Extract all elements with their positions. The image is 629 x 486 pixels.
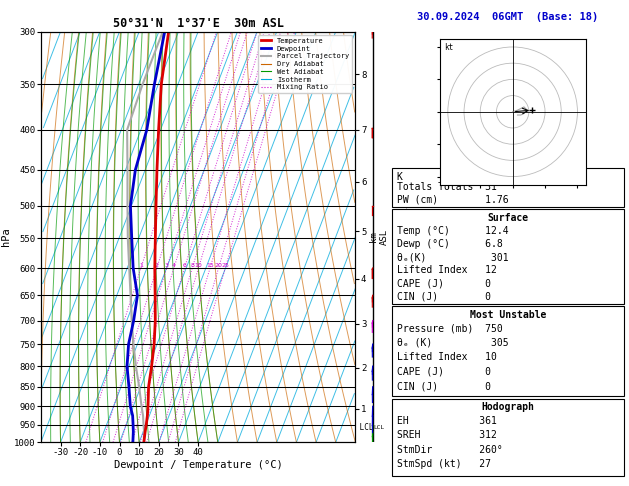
Text: 6: 6 — [182, 263, 186, 268]
Legend: Temperature, Dewpoint, Parcel Trajectory, Dry Adiabat, Wet Adiabat, Isotherm, Mi: Temperature, Dewpoint, Parcel Trajectory… — [258, 35, 352, 93]
Text: θₑ (K)          305: θₑ (K) 305 — [396, 338, 508, 348]
Text: Dewp (°C)      6.8: Dewp (°C) 6.8 — [396, 239, 503, 249]
Text: Most Unstable: Most Unstable — [470, 310, 546, 320]
Y-axis label: km
ASL: km ASL — [369, 229, 389, 245]
X-axis label: Dewpoint / Temperature (°C): Dewpoint / Temperature (°C) — [114, 460, 282, 469]
Text: Pressure (mb)  750: Pressure (mb) 750 — [396, 323, 503, 333]
Text: LCL: LCL — [355, 423, 374, 432]
Text: θₑ(K)           301: θₑ(K) 301 — [396, 252, 508, 262]
Text: 3: 3 — [165, 263, 169, 268]
Y-axis label: hPa: hPa — [1, 227, 11, 246]
Text: 25: 25 — [221, 263, 229, 268]
Text: 4: 4 — [172, 263, 176, 268]
Text: CIN (J)        0: CIN (J) 0 — [396, 382, 491, 392]
FancyBboxPatch shape — [392, 306, 624, 396]
Text: PW (cm)        1.76: PW (cm) 1.76 — [396, 194, 508, 205]
Text: CIN (J)        0: CIN (J) 0 — [396, 292, 491, 302]
Text: Hodograph: Hodograph — [481, 402, 535, 413]
Text: Lifted Index   12: Lifted Index 12 — [396, 265, 496, 276]
Text: 20: 20 — [214, 263, 223, 268]
Text: Mixing Ratio (g/kg): Mixing Ratio (g/kg) — [408, 193, 416, 281]
Text: 30.09.2024  06GMT  (Base: 18): 30.09.2024 06GMT (Base: 18) — [417, 12, 599, 22]
Text: CAPE (J)       0: CAPE (J) 0 — [396, 278, 491, 289]
Text: StmSpd (kt)   27: StmSpd (kt) 27 — [396, 459, 491, 469]
Text: EH            361: EH 361 — [396, 416, 496, 426]
Text: Surface: Surface — [487, 213, 528, 223]
Text: StmDir        260°: StmDir 260° — [396, 445, 503, 455]
Text: 15: 15 — [206, 263, 214, 268]
Text: kt: kt — [445, 43, 454, 52]
Text: 1: 1 — [139, 263, 143, 268]
Text: 2: 2 — [155, 263, 159, 268]
Text: 10: 10 — [194, 263, 203, 268]
Text: CAPE (J)       0: CAPE (J) 0 — [396, 367, 491, 377]
FancyBboxPatch shape — [392, 399, 624, 476]
Text: Temp (°C)      12.4: Temp (°C) 12.4 — [396, 226, 508, 236]
Title: 50°31'N  1°37'E  30m ASL: 50°31'N 1°37'E 30m ASL — [113, 17, 284, 31]
Text: SREH          312: SREH 312 — [396, 430, 496, 440]
Text: Totals Totals  31: Totals Totals 31 — [396, 182, 496, 192]
FancyBboxPatch shape — [392, 209, 624, 304]
Text: 8: 8 — [191, 263, 194, 268]
Text: Lifted Index   10: Lifted Index 10 — [396, 352, 496, 363]
Text: LCL: LCL — [373, 425, 384, 430]
Text: K             14: K 14 — [396, 172, 491, 182]
FancyBboxPatch shape — [392, 168, 624, 207]
